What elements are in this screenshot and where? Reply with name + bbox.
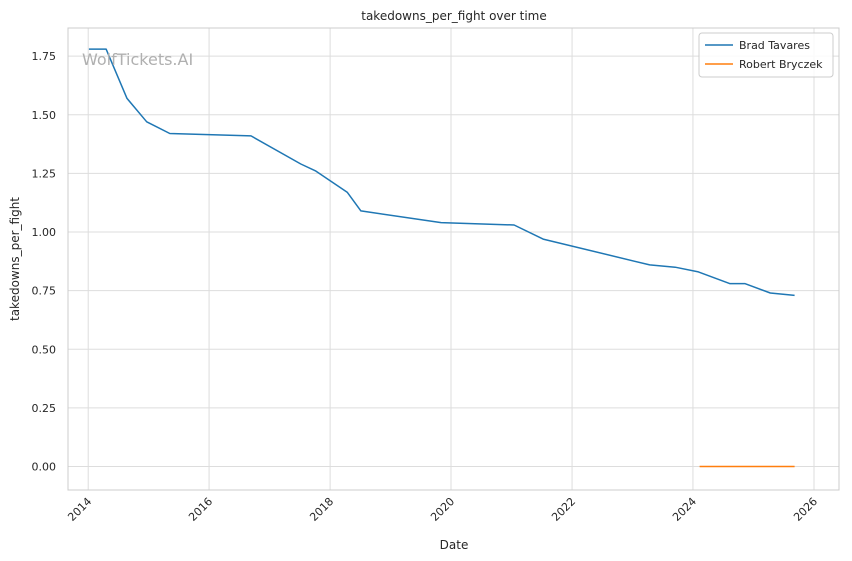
grid <box>68 28 839 490</box>
legend-label-robert-bryczek: Robert Bryczek <box>739 58 823 71</box>
x-tick-label: 2026 <box>791 495 820 524</box>
legend-box <box>698 32 834 78</box>
y-tick-labels: 0.00 0.25 0.50 0.75 1.00 1.25 1.50 1.75 <box>32 50 57 473</box>
y-axis-title: takedowns_per_fight <box>8 197 22 321</box>
x-tick-labels: 2014 2016 2018 2020 2022 2024 2026 <box>65 495 820 524</box>
legend: Brad Tavares Robert Bryczek <box>698 32 834 78</box>
y-tick-label: 1.00 <box>32 226 57 239</box>
x-tick-label: 2018 <box>307 495 336 524</box>
y-tick-label: 1.50 <box>32 109 57 122</box>
plot-frame <box>67 27 840 491</box>
chart-title: takedowns_per_fight over time <box>361 9 547 23</box>
series-line-brad-tavares <box>88 48 795 297</box>
x-tick-label: 2020 <box>428 495 457 524</box>
x-tick-label: 2022 <box>549 495 578 524</box>
legend-label-brad-tavares: Brad Tavares <box>739 39 810 52</box>
x-tick-label: 2024 <box>670 495 699 524</box>
y-tick-label: 1.75 <box>32 50 57 63</box>
x-axis-title: Date <box>440 538 469 552</box>
y-tick-label: 0.00 <box>32 461 57 474</box>
y-tick-label: 0.25 <box>32 402 57 415</box>
x-tick-label: 2016 <box>186 495 215 524</box>
series-layer <box>88 48 795 468</box>
y-tick-label: 0.75 <box>32 285 57 298</box>
y-tick-label: 1.25 <box>32 167 57 180</box>
x-tick-label: 2014 <box>65 495 94 524</box>
y-tick-label: 0.50 <box>32 343 57 356</box>
watermark: WolfTickets.AI <box>82 50 193 69</box>
